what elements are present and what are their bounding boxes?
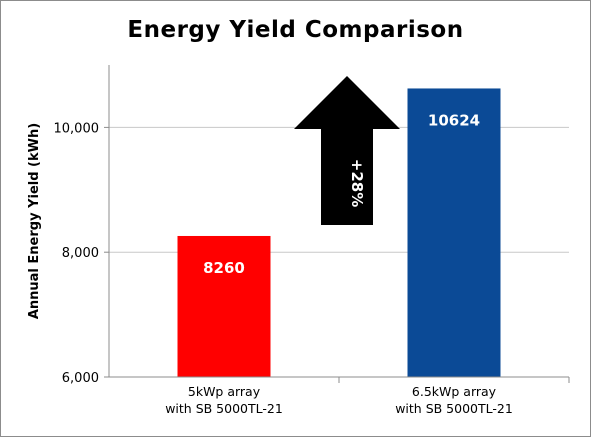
y-tick-label: 10,000 <box>54 121 100 136</box>
bar <box>177 235 271 377</box>
x-category-label: 5kWp array <box>188 384 261 399</box>
bar-data-label: 10624 <box>428 111 480 129</box>
up-arrow-annotation <box>294 76 400 225</box>
annotation-label: +28% <box>348 159 366 207</box>
annotation-layer: +28% <box>294 76 400 225</box>
x-category-label: with SB 5000TL-21 <box>165 401 283 416</box>
y-tick-label: 6,000 <box>62 371 99 386</box>
x-category-label: 6.5kWp array <box>412 384 497 399</box>
x-category-label: with SB 5000TL-21 <box>395 401 513 416</box>
chart-title: Energy Yield Comparison <box>127 17 464 43</box>
bar <box>407 88 501 377</box>
bar-layer: 8260 10624 <box>177 88 501 377</box>
axis-layer: 6,000 8,000 10,000 Annual Energy Yield (kWh… <box>27 65 570 416</box>
y-axis-label: Annual Energy Yield (kWh) <box>27 123 42 319</box>
bar-data-label: 8260 <box>203 259 245 277</box>
y-tick-label: 8,000 <box>62 246 99 261</box>
